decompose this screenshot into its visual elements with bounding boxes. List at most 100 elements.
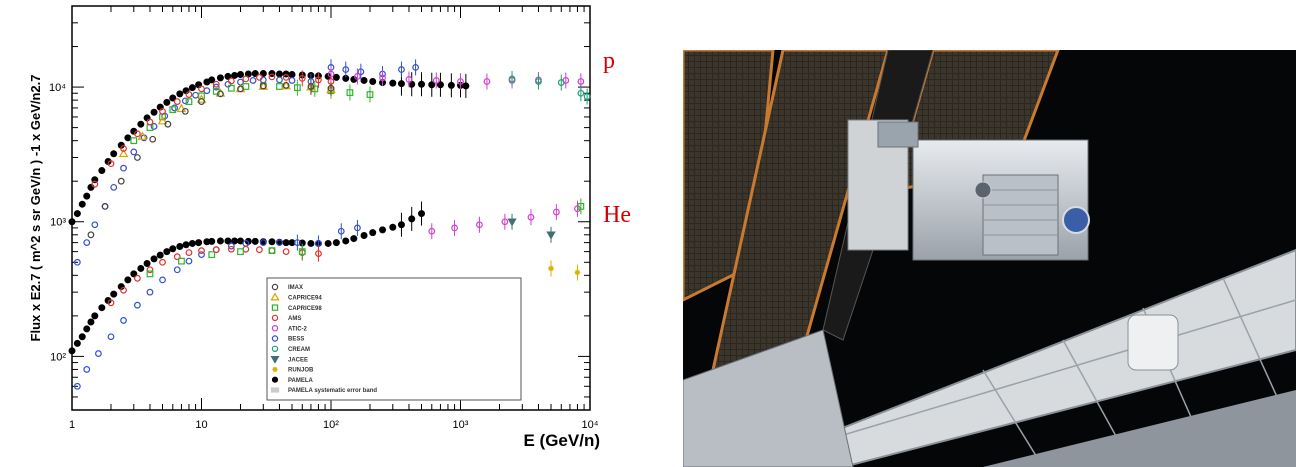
data-point bbox=[451, 224, 458, 232]
data-point bbox=[342, 66, 350, 73]
series-helium-atic-2 bbox=[428, 200, 581, 240]
data-point bbox=[212, 246, 220, 254]
data-point bbox=[134, 301, 141, 309]
data-point bbox=[159, 258, 166, 266]
data-point bbox=[87, 183, 95, 191]
data-point bbox=[215, 88, 226, 97]
data-point bbox=[173, 266, 181, 274]
legend-marker bbox=[271, 283, 279, 291]
data-point bbox=[293, 84, 301, 92]
data-point bbox=[354, 73, 361, 80]
data-point bbox=[288, 77, 296, 84]
main-truss bbox=[742, 248, 1296, 467]
data-point bbox=[117, 177, 125, 185]
data-point bbox=[120, 164, 127, 172]
data-point bbox=[150, 108, 158, 116]
data-point bbox=[176, 90, 184, 98]
data-point bbox=[208, 76, 216, 84]
data-point bbox=[282, 248, 290, 256]
axis-ticks: 1 10 10² 10³ 10⁴ 10² 10³ 10⁴ bbox=[49, 5, 599, 431]
data-point bbox=[110, 183, 118, 191]
data-point bbox=[217, 90, 224, 98]
data-point bbox=[507, 218, 517, 227]
data-point bbox=[78, 333, 86, 341]
data-point bbox=[83, 325, 91, 333]
data-point bbox=[212, 83, 220, 91]
data-point bbox=[95, 350, 102, 357]
data-point bbox=[98, 167, 106, 175]
data-point bbox=[418, 80, 426, 88]
data-point bbox=[397, 80, 405, 88]
data-point bbox=[535, 78, 542, 85]
data-point bbox=[324, 239, 332, 247]
data-point bbox=[227, 242, 235, 250]
data-point bbox=[332, 73, 340, 81]
data-point bbox=[307, 83, 315, 90]
data-point bbox=[342, 237, 350, 245]
legend-marker bbox=[271, 325, 279, 332]
data-point bbox=[436, 81, 444, 89]
data-point bbox=[159, 107, 166, 115]
data-point bbox=[428, 227, 436, 235]
x-axis-title: E (GeV/n) bbox=[523, 431, 600, 450]
data-point bbox=[259, 82, 267, 90]
data-point bbox=[268, 238, 276, 246]
data-point bbox=[188, 84, 196, 92]
data-point bbox=[143, 259, 151, 267]
data-point bbox=[73, 382, 81, 390]
data-point bbox=[149, 135, 157, 143]
data-point bbox=[418, 210, 426, 218]
data-point bbox=[501, 218, 509, 226]
data-point bbox=[251, 237, 259, 245]
x-tick-label: 10⁴ bbox=[582, 419, 599, 431]
data-point bbox=[87, 318, 95, 326]
legend-label: ATIC-2 bbox=[288, 326, 308, 332]
data-point bbox=[118, 148, 129, 158]
data-point bbox=[163, 98, 171, 106]
data-point bbox=[412, 63, 419, 71]
data-point bbox=[577, 89, 585, 97]
data-point bbox=[236, 70, 244, 78]
data-point bbox=[408, 215, 416, 223]
data-point bbox=[574, 269, 581, 276]
data-point bbox=[398, 66, 405, 73]
legend-marker bbox=[272, 366, 278, 372]
data-point bbox=[216, 237, 224, 245]
data-point bbox=[146, 266, 154, 274]
data-point bbox=[150, 255, 158, 263]
y-axis-title: Flux x E2.7 ( m^2 s sr GeV/n ) -1 x GeV/… bbox=[28, 75, 43, 342]
data-point bbox=[163, 248, 171, 256]
x-tick-label: 10 bbox=[195, 419, 207, 431]
data-point bbox=[91, 312, 99, 320]
data-point bbox=[327, 84, 335, 92]
data-point bbox=[237, 85, 244, 93]
data-point bbox=[236, 237, 244, 245]
data-point bbox=[583, 93, 591, 100]
data-point bbox=[78, 200, 86, 208]
space-station-photo bbox=[683, 50, 1296, 467]
data-point bbox=[120, 317, 127, 324]
annotation-he: He bbox=[603, 202, 631, 228]
data-point bbox=[552, 208, 560, 216]
data-point bbox=[224, 237, 232, 245]
data-point bbox=[185, 98, 193, 106]
data-point bbox=[176, 103, 187, 113]
x-tick-label: 10² bbox=[323, 419, 339, 431]
data-point bbox=[181, 107, 189, 115]
data-point bbox=[169, 245, 177, 253]
data-point bbox=[483, 78, 491, 85]
data-point bbox=[332, 239, 340, 247]
data-point bbox=[242, 75, 250, 83]
data-point bbox=[389, 223, 397, 231]
data-point bbox=[315, 250, 322, 258]
data-point bbox=[256, 246, 263, 254]
data-point bbox=[357, 68, 365, 76]
data-point bbox=[83, 239, 91, 247]
x-tick-label: 1 bbox=[69, 419, 75, 431]
legend-label: AMS bbox=[288, 316, 301, 322]
data-point bbox=[307, 239, 315, 247]
data-point bbox=[548, 265, 554, 272]
data-point bbox=[146, 288, 154, 296]
data-point bbox=[476, 221, 483, 229]
data-point bbox=[137, 131, 148, 140]
